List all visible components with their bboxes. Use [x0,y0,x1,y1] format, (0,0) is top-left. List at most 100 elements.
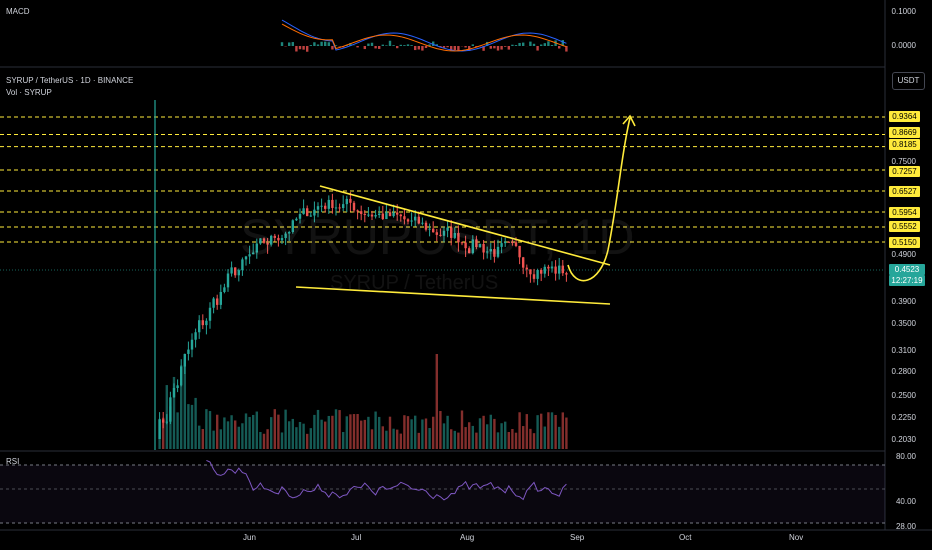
volume-bar [274,409,276,449]
candle-body [220,292,222,305]
macd-histogram-bar [407,44,409,46]
candle-body [526,268,528,270]
macd-histogram-bar [558,46,560,49]
candle-body [180,367,182,386]
macd-histogram-bar [418,46,420,49]
volume-bar [482,416,484,449]
macd-histogram-bar [306,46,308,52]
volume-bar [266,429,268,449]
volume-bar [205,409,207,449]
macd-axis-label: 0.0000 [856,41,916,50]
macd-histogram-bar [292,42,294,46]
volume-bar [310,428,312,449]
macd-histogram-bar [403,45,405,46]
volume-bar [407,416,409,449]
volume-bar [558,427,560,449]
macd-histogram-bar [547,41,549,46]
volume-bar [554,415,556,449]
volume-bar [382,426,384,449]
candle-body [331,200,333,208]
candle-body [533,274,535,279]
volume-bar [544,427,546,449]
level-tag: 0.6527 [889,186,920,197]
macd-histogram-bar [504,46,506,47]
watermark-name: SYRUP / TetherUS [330,272,498,295]
candle-body [216,298,218,304]
currency-button[interactable]: USDT [892,72,925,90]
volume-bar [518,412,520,449]
macd-histogram-bar [356,46,358,47]
macd-histogram-bar [493,46,495,48]
volume-bar [511,429,513,449]
macd-plot [281,20,568,52]
volume-bar [176,412,178,449]
macd-histogram-bar [385,45,387,46]
volume-bar [212,431,214,449]
candle-body [212,298,214,307]
volume-bar [540,414,542,449]
price-tick: 0.2030 [856,435,916,444]
level-tag: 0.9364 [889,111,920,122]
macd-line [282,20,566,51]
rsi-axis-label: 28.00 [856,522,916,531]
volume-bar [191,405,193,449]
candle-body [320,206,322,207]
volume-bar [360,421,362,449]
time-label: Jul [351,533,361,542]
volume-bar [317,410,319,449]
volume-bar [342,432,344,449]
volume-bar [302,424,304,449]
candle-body [169,397,171,421]
macd-histogram-bar [497,46,499,51]
volume-bar [389,417,391,449]
volume-bar [331,416,333,449]
candle-body [544,267,546,274]
volume-bar [346,416,348,449]
candle-body [187,350,189,354]
time-label: Nov [789,533,803,542]
macd-histogram-bar [490,46,492,49]
volume-bar [335,409,337,449]
candle-body [198,320,200,332]
volume-bar [500,423,502,449]
macd-histogram-bar [382,45,384,46]
macd-histogram-bar [392,45,394,46]
candle-body [184,354,186,367]
price-tick: 0.2250 [856,413,916,422]
level-tag: 0.7257 [889,166,920,177]
volume-label[interactable]: Vol · SYRUP [6,88,52,97]
macd-histogram-bar [472,44,474,46]
macd-histogram-bar [414,46,416,50]
volume-bar [252,415,254,449]
macd-histogram-bar [295,46,297,51]
volume-bar [313,415,315,449]
volume-bar [472,426,474,449]
volume-bar [508,432,510,449]
volume-bar [263,434,265,449]
volume-bar [281,432,283,449]
candle-body [176,385,178,388]
candle-body [565,273,567,274]
volume-bar [468,422,470,449]
symbol-title[interactable]: SYRUP / TetherUS · 1D · BINANCE [6,76,133,85]
price-tick: 0.3900 [856,297,916,306]
macd-histogram-bar [533,44,535,46]
macd-histogram-bar [371,43,373,46]
volume-bar [486,424,488,449]
candle-body [223,287,225,292]
macd-histogram-bar [364,46,366,49]
volume-bar [536,415,538,449]
volume-bar [364,420,366,449]
macd-histogram-bar [313,42,315,46]
macd-histogram-bar [500,46,502,50]
volume-bar [454,431,456,449]
signal-line [282,24,566,51]
volume-bars [158,354,567,449]
macd-histogram-bar [378,46,380,49]
macd-histogram-bar [536,46,538,51]
price-tick: 0.3500 [856,319,916,328]
level-tag: 0.8669 [889,127,920,138]
volume-bar [371,429,373,449]
macd-histogram-bar [508,46,510,50]
candle-body [173,388,175,397]
